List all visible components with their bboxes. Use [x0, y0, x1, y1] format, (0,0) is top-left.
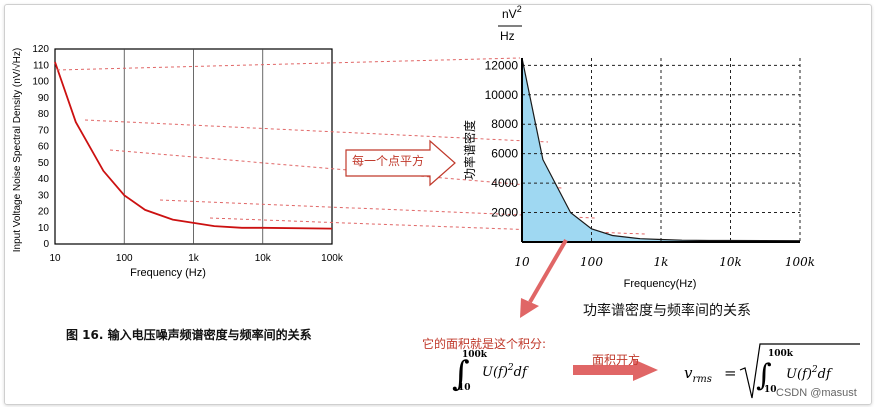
right-y-tick-label: 4000 — [491, 176, 518, 190]
mapping-line — [84, 119, 549, 143]
integral-expression: ∫ 100k 10 U(f)2df — [452, 350, 529, 394]
left-y-tick-label: 40 — [38, 174, 50, 185]
right-y-tick-label: 10000 — [485, 88, 519, 102]
right-y-tick-label: 6000 — [491, 147, 518, 161]
left-y-tick-label: 70 — [38, 125, 50, 136]
right-psd-curve — [521, 57, 801, 242]
right-y-unit-denominator: Hz — [500, 29, 515, 43]
right-y-label: 功率谱密度 — [462, 120, 477, 180]
sqrt-annotation: 面积开方 — [592, 353, 641, 367]
sqrt-symbol — [739, 343, 860, 399]
left-y-ticks: 0 10 20 30 40 50 60 70 80 90 100 110 120 — [32, 44, 49, 250]
square-arrow — [345, 139, 456, 187]
right-y-tick-label: 12000 — [485, 58, 519, 72]
left-y-tick-label: 0 — [43, 239, 49, 250]
right-x-tick-label: 10 — [514, 255, 530, 269]
left-y-tick-label: 80 — [38, 109, 50, 120]
right-x-tick-label: 1k — [654, 255, 669, 269]
sqrt-arrow — [573, 359, 658, 381]
integrand: U(f)2df — [482, 363, 529, 380]
left-x-ticks: 10 100 1k 10k 100k — [49, 253, 343, 264]
vrms-expression: vrms = ∫ 100k 10 U(f)2df — [684, 343, 860, 399]
sqrt-integral-upper: 100k — [768, 349, 794, 359]
right-y-tick-label: 2000 — [491, 206, 518, 220]
vrms-symbol: vrms — [684, 364, 712, 385]
integral-upper-limit: 100k — [462, 350, 488, 360]
left-x-tick-label: 10 — [49, 253, 61, 264]
left-x-tick-label: 100k — [321, 253, 344, 264]
left-x-tick-label: 10k — [255, 253, 272, 264]
right-x-tick-label: 100 — [580, 255, 603, 269]
right-x-ticks: 10 100 1k 10k 100k — [514, 255, 815, 269]
right-y-ticks: 2000 4000 6000 8000 10000 12000 — [485, 58, 519, 219]
svg-text:∫: ∫ — [756, 358, 772, 393]
integral-arrow — [520, 238, 568, 318]
left-x-label: Frequency (Hz) — [130, 267, 206, 279]
left-noise-curve — [54, 61, 333, 230]
left-y-tick-label: 30 — [38, 190, 50, 201]
figure-frame — [4, 4, 872, 405]
sqrt-integral-lower: 10 — [764, 385, 777, 395]
left-y-label: Input Voltage Noise Spectral Density (nV… — [11, 48, 23, 252]
right-psd-area — [522, 58, 800, 242]
integral-lower-limit: 10 — [458, 383, 471, 393]
sqrt-integrand: U(f)2df — [786, 365, 833, 382]
area-annotation: 它的面积就是这个积分: — [422, 337, 547, 351]
mapping-line — [56, 57, 521, 71]
left-y-tick-label: 100 — [32, 77, 49, 88]
right-x-label: Frequency(Hz) — [624, 278, 697, 290]
right-x-tick-label: 10k — [719, 255, 742, 269]
left-y-tick-label: 110 — [33, 60, 49, 71]
right-y-unit-numerator: nV2 — [502, 4, 522, 21]
left-y-tick-label: 10 — [38, 223, 50, 234]
left-x-tick-label: 1k — [188, 253, 200, 264]
left-gridlines — [123, 49, 264, 244]
left-y-tick-label: 50 — [38, 158, 50, 169]
left-y-tick-label: 60 — [38, 142, 50, 153]
right-x-tick-label: 100k — [785, 255, 815, 269]
right-chart-title: 功率谱密度与频率间的关系 — [583, 303, 751, 319]
right-chart: 2000 4000 6000 8000 10000 12000 10 100 1k 10k 100… — [462, 4, 815, 290]
left-y-tick-label: 20 — [38, 207, 50, 218]
left-x-tick-label: 100 — [116, 253, 133, 264]
equals-sign: = — [724, 364, 737, 382]
right-gridlines — [522, 58, 801, 242]
svg-text:∫: ∫ — [452, 354, 470, 394]
figure-caption: 图 16. 输入电压噪声频谱密度与频率间的关系 — [66, 328, 312, 342]
square-arrow-label: 每一个点平方 — [352, 154, 425, 168]
right-y-tick-label: 8000 — [491, 117, 518, 131]
watermark: CSDN @masust — [776, 387, 857, 399]
left-y-tick-label: 120 — [32, 44, 49, 55]
left-y-tick-label: 90 — [38, 93, 50, 104]
